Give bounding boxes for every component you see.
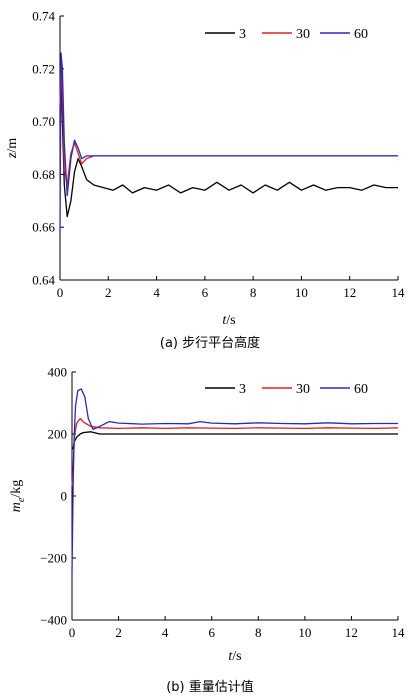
x-tick-label: 8 — [255, 625, 262, 640]
x-tick-label: 10 — [298, 625, 311, 640]
y-axis-label: me/kg — [9, 480, 27, 512]
series-line-30 — [59, 62, 398, 186]
x-axis-label: t/s — [228, 649, 241, 664]
y-axis-label: z/m — [5, 138, 20, 159]
x-tick-label: 8 — [250, 285, 257, 300]
x-tick-label: 4 — [162, 625, 169, 640]
legend-label-30: 30 — [296, 382, 310, 397]
x-tick-label: 10 — [295, 285, 308, 300]
legend-label-60: 60 — [354, 382, 368, 397]
legend-label-3: 3 — [239, 382, 246, 397]
x-axis-label: t/s — [222, 313, 235, 328]
y-tick-label: 200 — [48, 427, 68, 442]
chart-a: 0 2 4 6 8 10 12 14 0.64 0.66 0.68 0.70 0.72 0.74 t/s z/… — [5, 9, 405, 329]
y-tick-label: 0.68 — [32, 167, 55, 182]
y-tick-label: 0.72 — [32, 61, 55, 76]
series-line-3 — [59, 68, 398, 218]
x-tick-label: 4 — [153, 285, 160, 300]
x-tick-label: 14 — [392, 625, 406, 640]
y-tick-label: −400 — [40, 613, 67, 628]
series-line-60 — [71, 388, 398, 574]
x-tick-label: 2 — [115, 625, 122, 640]
y-tick-label: 0.70 — [32, 114, 55, 129]
y-tick-label: 0 — [61, 489, 68, 504]
series-line-3 — [71, 431, 398, 450]
caption-a: (a) 步行平台高度 — [159, 336, 261, 351]
legend-label-3: 3 — [239, 27, 246, 42]
x-tick-label: 12 — [345, 625, 358, 640]
caption-b: (b) 重量估计值 — [166, 680, 254, 695]
y-tick-label: 0.64 — [32, 273, 55, 288]
y-tick-label: 0.66 — [32, 220, 55, 235]
x-tick-label: 6 — [208, 625, 215, 640]
chart-b: 0 2 4 6 8 10 12 14 −400 −200 0 200 400 t/s me/kg 3 30 60 — [9, 365, 405, 665]
y-tick-label: 0.74 — [32, 9, 55, 24]
x-tick-label: 2 — [105, 285, 112, 300]
x-tick-label: 0 — [69, 625, 76, 640]
legend-label-60: 60 — [354, 27, 368, 42]
series-line-30 — [71, 417, 399, 487]
x-tick-label: 14 — [392, 285, 406, 300]
x-tick-label: 0 — [57, 285, 64, 300]
y-tick-label: −200 — [40, 551, 67, 566]
legend-label-30: 30 — [296, 27, 310, 42]
x-tick-label: 6 — [202, 285, 209, 300]
series-line-60 — [59, 52, 398, 233]
x-tick-label: 12 — [343, 285, 356, 300]
y-tick-label: 400 — [48, 365, 68, 380]
